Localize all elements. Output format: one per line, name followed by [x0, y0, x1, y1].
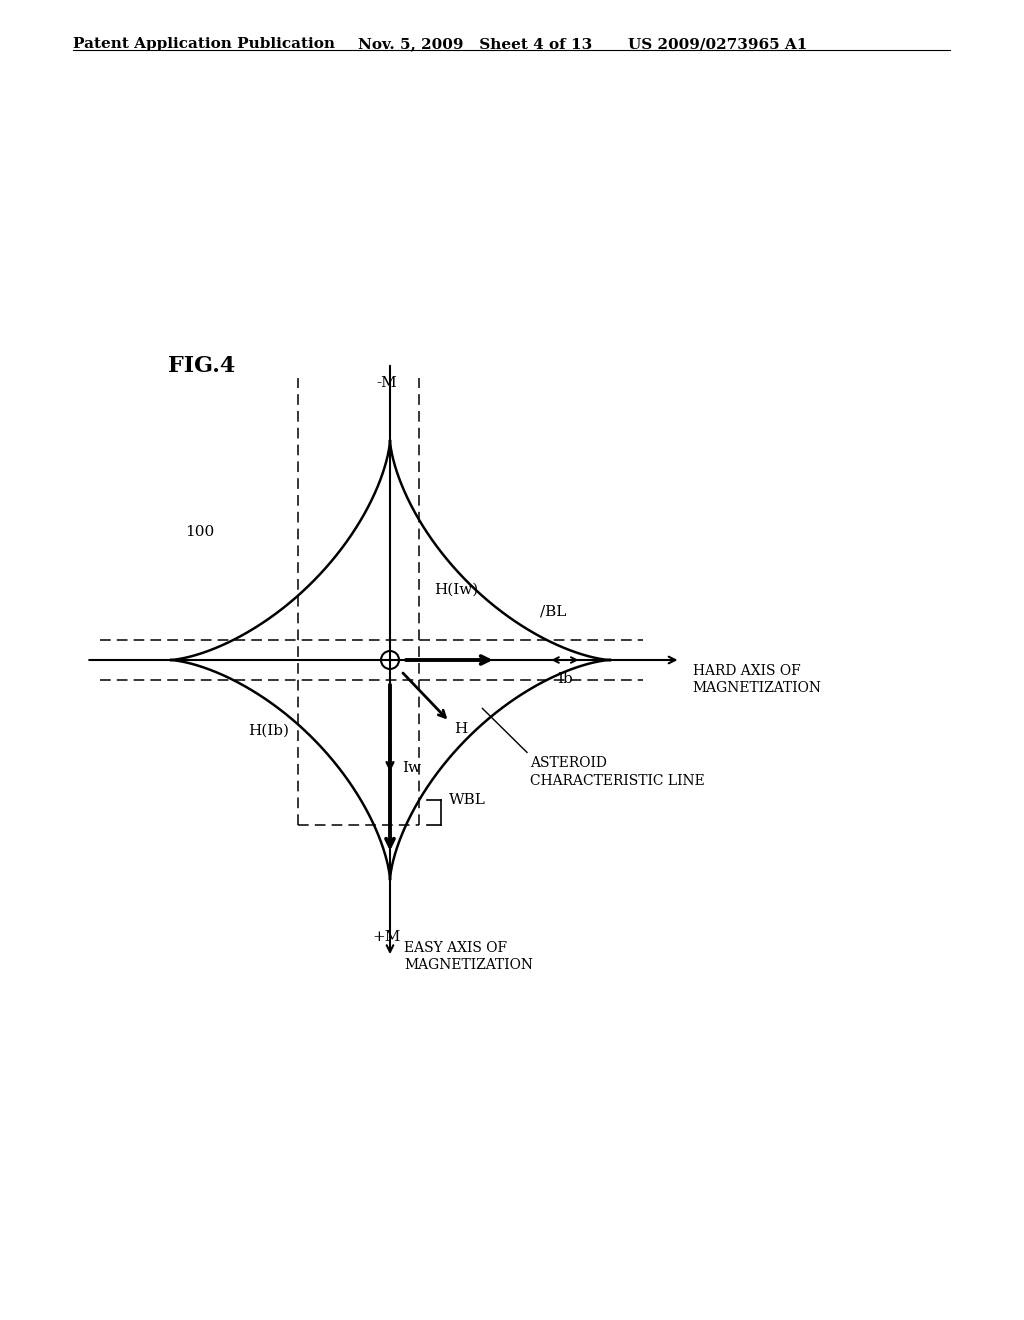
- Text: -M: -M: [377, 376, 397, 391]
- Text: +M: +M: [373, 929, 401, 944]
- Text: H: H: [455, 722, 468, 735]
- Text: Nov. 5, 2009   Sheet 4 of 13: Nov. 5, 2009 Sheet 4 of 13: [358, 37, 592, 51]
- Text: EASY AXIS OF
MAGNETIZATION: EASY AXIS OF MAGNETIZATION: [404, 941, 534, 973]
- Text: US 2009/0273965 A1: US 2009/0273965 A1: [628, 37, 807, 51]
- Text: Ib: Ib: [557, 672, 573, 686]
- Text: /BL: /BL: [540, 605, 566, 619]
- Text: HARD AXIS OF
MAGNETIZATION: HARD AXIS OF MAGNETIZATION: [693, 664, 822, 696]
- Text: FIG.4: FIG.4: [168, 355, 236, 378]
- Text: H(Ib): H(Ib): [249, 723, 290, 738]
- Text: H(Iw): H(Iw): [434, 582, 478, 597]
- Text: ASTEROID
CHARACTERISTIC LINE: ASTEROID CHARACTERISTIC LINE: [530, 756, 705, 788]
- Text: 100: 100: [184, 525, 214, 540]
- Text: Patent Application Publication: Patent Application Publication: [73, 37, 335, 51]
- Text: Iw: Iw: [402, 762, 421, 775]
- Text: WBL: WBL: [449, 793, 485, 807]
